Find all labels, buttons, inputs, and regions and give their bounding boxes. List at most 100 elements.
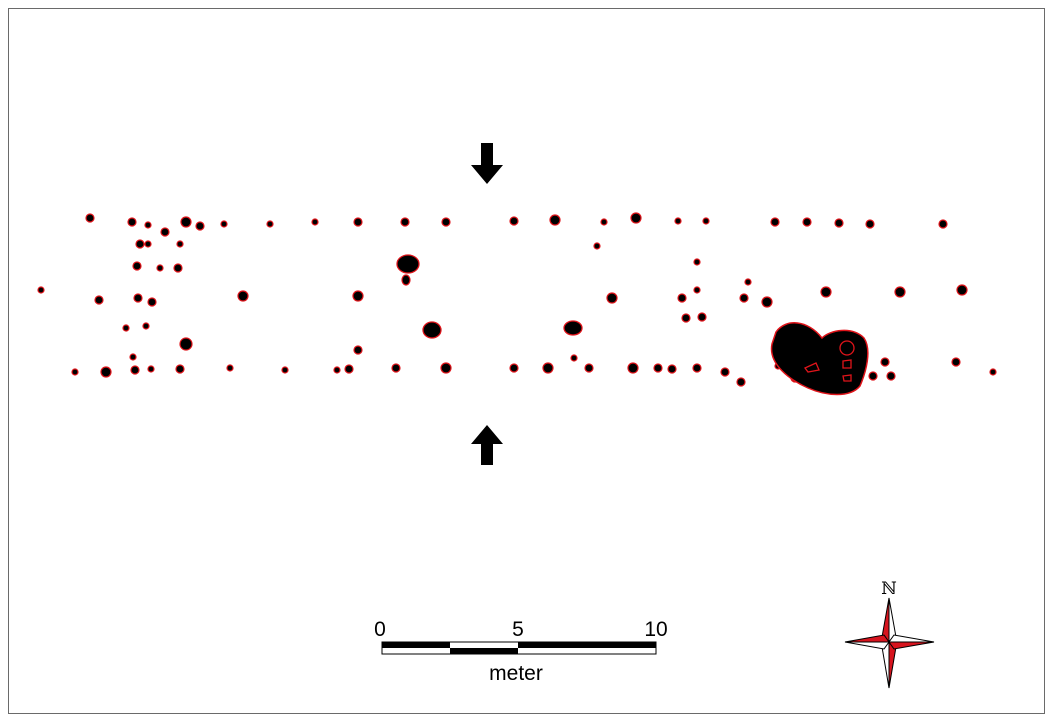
posthole [400,217,410,227]
posthole [868,371,878,381]
posthole [880,357,890,367]
postholes-layer [37,212,997,387]
posthole [509,363,519,373]
posthole [122,324,130,332]
posthole [440,362,452,374]
posthole [147,365,155,373]
posthole [894,286,906,298]
pit-inner-ring [839,340,855,356]
posthole [175,364,185,374]
posthole [584,363,594,373]
posthole [693,286,701,294]
posthole [71,368,79,376]
posthole [353,345,363,355]
posthole [989,368,997,376]
posthole [156,264,164,272]
posthole [938,219,948,229]
pit-inner-shape [803,362,820,373]
pit [396,254,420,274]
down-arrow-icon [471,143,503,184]
posthole [956,284,968,296]
posthole [129,353,137,361]
posthole [100,366,112,378]
posthole [761,296,773,308]
map-frame [8,8,1045,714]
posthole [391,363,401,373]
posthole [744,278,752,286]
posthole [736,377,746,387]
pit [401,274,411,286]
posthole [135,239,145,249]
posthole [132,261,142,271]
scale-segment [518,642,656,648]
posthole [509,216,519,226]
scale-tick-label: 0 [374,618,386,641]
posthole [667,364,677,374]
posthole [886,371,896,381]
up-arrow-icon [471,425,503,465]
posthole [834,218,844,228]
posthole [549,214,561,226]
pit-inner-shape [842,359,852,369]
posthole [94,295,104,305]
posthole [237,290,249,302]
north-label: ℕ [881,579,897,599]
posthole [333,366,341,374]
posthole [697,312,707,322]
posthole [802,217,812,227]
posthole [681,313,691,323]
posthole [281,366,289,374]
posthole [627,362,639,374]
posthole [353,217,363,227]
posthole [352,290,364,302]
posthole [180,216,192,228]
scale-segment [450,648,518,654]
posthole [951,357,961,367]
posthole [147,297,157,307]
posthole [311,218,319,226]
posthole [674,217,682,225]
pit [422,321,442,339]
posthole [85,213,95,223]
posthole [693,258,701,266]
scale-unit-label: meter [489,662,543,685]
pit [563,320,583,336]
posthole [144,240,152,248]
posthole [653,363,663,373]
compass-rose-icon: ℕ [844,579,935,689]
posthole [179,337,193,351]
posthole [160,227,170,237]
scale-tick-label: 10 [644,618,667,641]
posthole [130,365,140,375]
posthole [630,212,642,224]
posthole [677,293,687,303]
posthole [173,263,183,273]
posthole [702,217,710,225]
posthole [720,367,730,377]
scale-tick-label: 5 [512,618,524,641]
large-pit-feature [770,322,869,396]
posthole [739,293,749,303]
posthole [865,219,875,229]
scale-bar: 0 5 10 meter [374,618,668,685]
posthole [195,221,205,231]
posthole [266,220,274,228]
posthole [441,217,451,227]
posthole [542,362,554,374]
posthole [144,221,152,229]
scale-segment [382,642,450,648]
posthole [692,363,702,373]
posthole [593,242,601,250]
posthole [133,293,143,303]
posthole [606,292,618,304]
posthole [176,240,184,248]
pit-inner-shape [842,374,852,382]
large-pit [770,322,869,396]
posthole [770,217,780,227]
posthole [37,286,45,294]
posthole [226,364,234,372]
posthole [344,364,354,374]
posthole [570,354,578,362]
posthole [127,217,137,227]
